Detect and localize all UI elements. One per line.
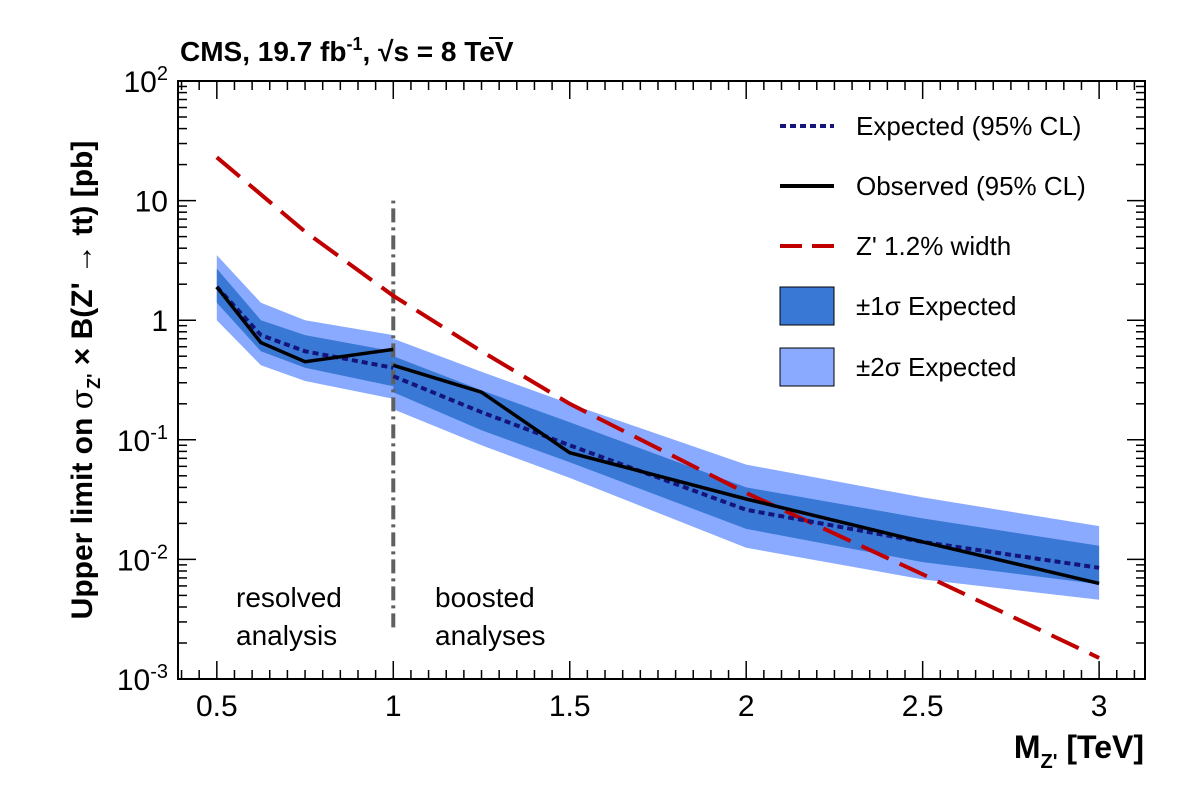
- title-prefix: CMS, 19.7 fb: [180, 36, 346, 67]
- x-tick-label: 1: [385, 690, 402, 723]
- observed-limit-resolved: [215, 285, 394, 364]
- title-separator: ,: [363, 36, 379, 67]
- y-tick-labels: 102 10 1 10-1 10-2 10-3: [117, 63, 168, 697]
- y-axis-label-sigma-sub: Z': [84, 374, 104, 389]
- one-sigma-band-boosted: [393, 356, 1100, 585]
- title-energy: = 8 TeV: [409, 36, 514, 67]
- x-tick-label: 0.5: [196, 690, 238, 723]
- plot-frame: [177, 80, 1146, 680]
- legend-one-sigma-label: ±1σ Expected: [856, 291, 1016, 321]
- y-tick-label: 10-2: [117, 541, 168, 577]
- title-s: s: [393, 36, 409, 67]
- y-tick-label: 1: [151, 305, 168, 338]
- y-axis-label-suffix: ) [pb]: [66, 141, 99, 216]
- annotation-analysis: analysis: [236, 620, 337, 651]
- x-axis-label-unit: [TeV]: [1057, 729, 1144, 765]
- annotation-analyses: analyses: [435, 620, 546, 651]
- x-tick-label: 1.5: [549, 690, 591, 723]
- y-axis-label-mid: × B(Z': [66, 274, 99, 374]
- y-tick-label: 10: [135, 186, 168, 219]
- y-axis-label-arrow: →: [66, 244, 99, 274]
- chart-title: CMS, 19.7 fb-1, √s = 8 TeV: [180, 34, 514, 67]
- legend: Expected (95% CL) Observed (95% CL) Z' 1…: [779, 111, 1086, 387]
- y-axis-label-tt: tt: [66, 216, 99, 244]
- y-axis-label: Upper limit on σZ' × B(Z' → tt) [pb]: [65, 141, 104, 620]
- x-tick-label: 2.5: [902, 690, 944, 723]
- zprime-cross-section-curve: [215, 155, 1100, 660]
- legend-expected-label: Expected (95% CL): [856, 111, 1081, 141]
- x-axis-label: MZ' [TeV]: [1014, 729, 1144, 773]
- title-sqrt-symbol: √: [378, 36, 394, 67]
- axis-ticks: [178, 80, 1145, 680]
- x-axis-label-sub: Z': [1041, 751, 1058, 773]
- zprime-curve-layer: [215, 155, 1100, 660]
- title-lumi-exponent: -1: [346, 34, 362, 54]
- x-tick-labels: 0.5 1 1.5 2 2.5 3: [196, 690, 1108, 723]
- y-axis-label-sigma: σ: [65, 389, 100, 409]
- y-tick-label: 10-1: [117, 422, 168, 458]
- legend-two-sigma-swatch: [779, 347, 835, 387]
- legend-two-sigma-label: ±2σ Expected: [856, 352, 1016, 382]
- legend-one-sigma-swatch: [779, 286, 835, 326]
- x-tick-label: 2: [738, 690, 755, 723]
- x-axis-label-m: M: [1014, 729, 1041, 765]
- annotation-boosted: boosted: [435, 582, 535, 613]
- observed-limit-layer: [215, 285, 1100, 586]
- y-axis-label-prefix: Upper limit on: [66, 409, 99, 619]
- y-tick-label: 102: [124, 63, 169, 99]
- expected-limit-resolved: [215, 285, 394, 370]
- legend-zprime-label: Z' 1.2% width: [856, 231, 1011, 261]
- annotation-resolved: resolved: [236, 582, 342, 613]
- y-tick-label: 10-3: [117, 661, 168, 697]
- x-tick-label: 3: [1091, 690, 1108, 723]
- legend-observed-label: Observed (95% CL): [856, 171, 1086, 201]
- observed-limit-boosted: [392, 363, 1100, 586]
